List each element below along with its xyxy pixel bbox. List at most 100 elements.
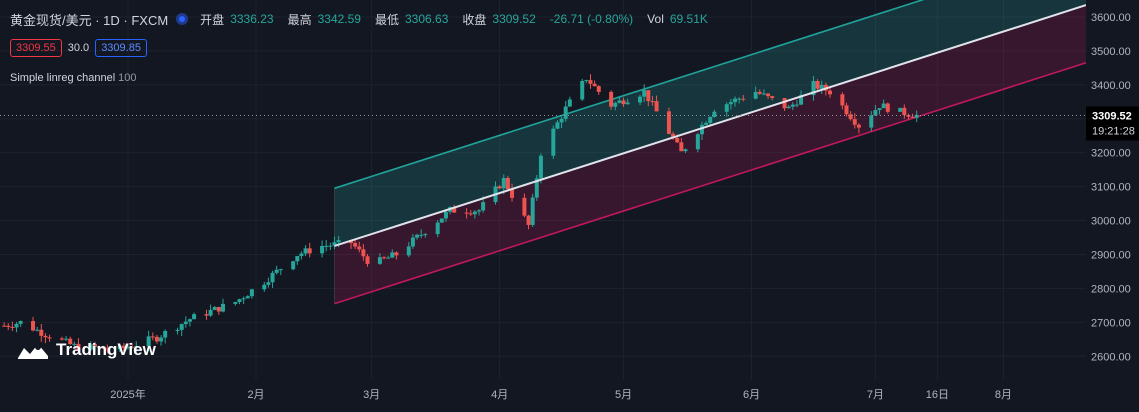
time-tick-label: 3月 xyxy=(363,389,380,401)
candle-body xyxy=(609,91,614,107)
candle-body xyxy=(324,245,329,247)
time-tick-label: 6月 xyxy=(743,389,760,401)
candle-body xyxy=(827,90,832,95)
candle-body xyxy=(695,134,700,150)
candle-body xyxy=(625,102,630,105)
time-tick-label: 5月 xyxy=(615,389,632,401)
candle-body xyxy=(766,93,771,97)
candle-body xyxy=(712,111,717,117)
symbol-title[interactable]: 黄金现货/美元 · 1D · FXCM xyxy=(10,12,169,28)
candle-body xyxy=(212,306,217,310)
channel-mid-line xyxy=(334,4,1087,247)
candle-body xyxy=(146,336,151,347)
candle-body xyxy=(534,178,539,198)
candle-body xyxy=(782,97,787,109)
candle-body xyxy=(220,303,225,312)
time-tick-label: 8月 xyxy=(995,389,1012,401)
candle-body xyxy=(390,252,395,258)
candle-body xyxy=(270,272,275,283)
candle-body xyxy=(105,348,110,350)
candle-body xyxy=(699,124,704,135)
candle-body xyxy=(72,343,77,345)
candle-body xyxy=(274,269,279,273)
channel-lower-line xyxy=(334,62,1087,305)
candle-body xyxy=(303,248,308,254)
candle-body xyxy=(130,347,135,349)
open-value: 3336.23 xyxy=(230,12,274,26)
candle-body xyxy=(291,261,296,270)
candle-body xyxy=(472,211,477,215)
candle-body xyxy=(522,197,527,216)
candle-body xyxy=(452,207,457,213)
candle-body xyxy=(10,326,15,328)
candle-body xyxy=(902,107,907,116)
low-value: 3306.63 xyxy=(405,12,449,26)
candle-body xyxy=(704,122,709,125)
sell-button[interactable]: 3309.55 xyxy=(10,39,62,57)
candle-body xyxy=(638,96,643,103)
candle-body xyxy=(179,324,184,330)
candle-body xyxy=(642,90,647,97)
close-label: 收盘 xyxy=(462,12,487,27)
indicator-name[interactable]: Simple linreg channel xyxy=(10,72,116,84)
candle-body xyxy=(510,189,515,198)
candle-body xyxy=(47,337,52,339)
candle-body xyxy=(175,329,180,331)
price-tag-countdown: 19:21:28 xyxy=(1092,126,1135,138)
candle-body xyxy=(159,337,164,342)
candle-body xyxy=(815,81,820,89)
channel-lower-fill xyxy=(334,5,1086,304)
candle-body xyxy=(307,248,312,254)
candle-body xyxy=(357,246,362,250)
candle-body xyxy=(361,249,366,257)
candle-body xyxy=(914,114,919,118)
candle-body xyxy=(439,218,444,223)
candle-body xyxy=(443,211,448,219)
candle-body xyxy=(650,101,655,103)
candle-body xyxy=(241,298,246,300)
candle-body xyxy=(353,243,358,247)
candle-body xyxy=(580,80,585,100)
candle-body xyxy=(332,242,337,246)
candle-body xyxy=(299,253,304,257)
candle-body xyxy=(733,98,738,103)
candle-body xyxy=(204,314,209,316)
candle-body xyxy=(68,338,73,344)
candle-body xyxy=(856,124,861,128)
candle-body xyxy=(728,102,733,105)
candle-body xyxy=(2,325,7,327)
indicator-legend[interactable]: Simple linreg channel 100 xyxy=(10,72,137,84)
candle-body xyxy=(869,115,874,128)
candle-body xyxy=(708,116,713,123)
candle-body xyxy=(476,210,481,212)
candle-body xyxy=(501,177,506,189)
price-tick-label: 2700.00 xyxy=(1091,317,1131,329)
candle-body xyxy=(233,302,238,304)
candle-body xyxy=(336,240,341,243)
candle-body xyxy=(877,108,882,111)
candle-body xyxy=(419,234,424,236)
price-tick-label: 2600.00 xyxy=(1091,351,1131,363)
candle-body xyxy=(423,234,428,236)
volume-label: Vol xyxy=(647,12,664,26)
candle-body xyxy=(613,102,618,107)
high-label: 最高 xyxy=(287,12,312,27)
channel-upper-line xyxy=(334,0,925,190)
candle-body xyxy=(76,343,81,350)
buy-button[interactable]: 3309.85 xyxy=(95,39,147,57)
candle-body xyxy=(584,80,589,82)
candle-body xyxy=(208,309,213,316)
candle-body xyxy=(654,101,659,112)
price-tick-label: 3500.00 xyxy=(1091,46,1131,58)
price-tick-label: 3400.00 xyxy=(1091,80,1131,92)
price-tick-label: 2800.00 xyxy=(1091,283,1131,295)
time-axis-panel xyxy=(0,380,1139,412)
candle-body xyxy=(757,91,762,94)
market-status-icon xyxy=(176,13,189,25)
candle-body xyxy=(43,335,48,338)
candle-body xyxy=(320,245,325,254)
candle-body xyxy=(249,289,254,297)
candle-body xyxy=(163,330,168,338)
tradingview-logo[interactable]: TradingView xyxy=(16,340,156,360)
